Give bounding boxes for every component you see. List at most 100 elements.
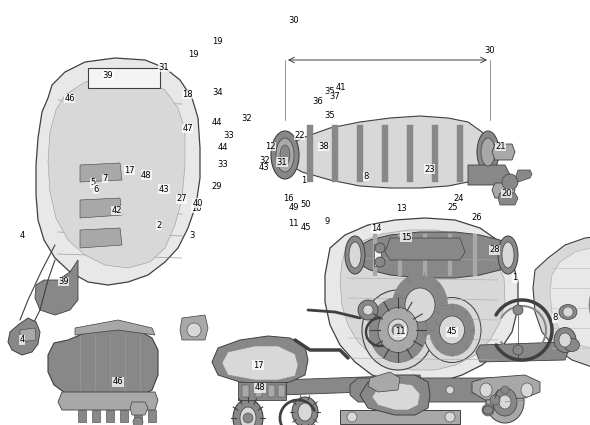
Text: 48: 48	[141, 170, 152, 180]
Polygon shape	[368, 372, 400, 392]
Polygon shape	[307, 125, 313, 182]
Text: 23: 23	[424, 164, 435, 174]
Circle shape	[513, 345, 523, 355]
Circle shape	[421, 386, 429, 394]
Text: 1: 1	[301, 176, 306, 185]
Bar	[78, 410, 86, 422]
Bar	[92, 410, 100, 422]
Ellipse shape	[405, 288, 435, 322]
Circle shape	[375, 257, 385, 267]
Ellipse shape	[271, 131, 299, 179]
Text: 35: 35	[324, 87, 335, 96]
Ellipse shape	[498, 236, 518, 274]
Circle shape	[482, 404, 494, 416]
Text: 10: 10	[191, 204, 202, 213]
Circle shape	[347, 412, 357, 422]
Ellipse shape	[440, 316, 464, 344]
Circle shape	[563, 307, 573, 317]
Ellipse shape	[298, 403, 312, 421]
Polygon shape	[278, 375, 422, 395]
Polygon shape	[372, 383, 420, 410]
Text: 26: 26	[471, 213, 482, 222]
Text: 1: 1	[512, 274, 517, 283]
Ellipse shape	[486, 381, 524, 423]
Text: 19: 19	[188, 50, 199, 59]
Text: 44: 44	[212, 118, 222, 127]
Polygon shape	[550, 244, 590, 350]
Ellipse shape	[559, 304, 577, 320]
Polygon shape	[80, 163, 122, 182]
Polygon shape	[498, 193, 518, 205]
Polygon shape	[407, 125, 413, 182]
Text: 13: 13	[396, 204, 407, 213]
Polygon shape	[476, 342, 568, 362]
Ellipse shape	[589, 275, 590, 335]
Ellipse shape	[388, 319, 408, 341]
Polygon shape	[398, 234, 402, 276]
Text: 32: 32	[259, 156, 270, 165]
Polygon shape	[58, 392, 158, 410]
Text: 4: 4	[19, 335, 25, 345]
Text: 16: 16	[283, 194, 293, 204]
Text: 17: 17	[124, 165, 135, 175]
Text: 30: 30	[289, 16, 299, 25]
Text: 41: 41	[336, 82, 346, 92]
Circle shape	[358, 300, 378, 320]
Text: 37: 37	[330, 92, 340, 102]
Bar	[88, 68, 160, 88]
Text: 46: 46	[64, 94, 75, 103]
Ellipse shape	[559, 333, 571, 347]
Circle shape	[396, 386, 404, 394]
Bar	[242, 385, 249, 397]
Polygon shape	[432, 125, 438, 182]
Polygon shape	[36, 58, 200, 285]
Ellipse shape	[423, 298, 481, 363]
Ellipse shape	[345, 236, 365, 274]
Polygon shape	[516, 170, 532, 182]
Polygon shape	[80, 228, 122, 248]
Bar	[238, 382, 286, 400]
Circle shape	[446, 386, 454, 394]
Text: 39: 39	[103, 71, 113, 79]
Text: 44: 44	[218, 143, 228, 153]
Circle shape	[513, 305, 523, 315]
Ellipse shape	[349, 242, 361, 268]
Bar	[255, 385, 262, 397]
Text: 39: 39	[58, 277, 69, 286]
Text: 33: 33	[224, 130, 234, 140]
Text: 31: 31	[159, 62, 169, 72]
Text: 18: 18	[182, 90, 193, 99]
Polygon shape	[48, 78, 185, 268]
Polygon shape	[468, 165, 510, 185]
Bar	[268, 385, 275, 397]
Polygon shape	[423, 234, 427, 276]
Circle shape	[490, 395, 500, 405]
Ellipse shape	[240, 407, 256, 425]
Polygon shape	[360, 375, 430, 415]
Text: 47: 47	[182, 124, 193, 133]
Text: 31: 31	[277, 158, 287, 167]
Polygon shape	[492, 183, 515, 198]
Ellipse shape	[233, 399, 263, 425]
Polygon shape	[212, 336, 308, 385]
Text: 6: 6	[93, 184, 99, 194]
Circle shape	[375, 243, 385, 253]
Text: 43: 43	[259, 163, 270, 173]
Polygon shape	[332, 125, 338, 182]
Polygon shape	[20, 328, 36, 342]
Polygon shape	[8, 318, 40, 355]
Ellipse shape	[276, 138, 294, 172]
Ellipse shape	[430, 304, 474, 356]
Polygon shape	[357, 125, 363, 182]
Ellipse shape	[521, 383, 533, 397]
Polygon shape	[48, 328, 158, 402]
Text: 29: 29	[212, 181, 222, 191]
Text: 21: 21	[495, 142, 506, 151]
Circle shape	[501, 386, 509, 394]
Text: 46: 46	[113, 377, 123, 386]
Polygon shape	[180, 315, 208, 340]
Ellipse shape	[493, 388, 517, 416]
Bar	[106, 410, 114, 422]
Bar	[374, 244, 381, 266]
Circle shape	[471, 386, 479, 394]
